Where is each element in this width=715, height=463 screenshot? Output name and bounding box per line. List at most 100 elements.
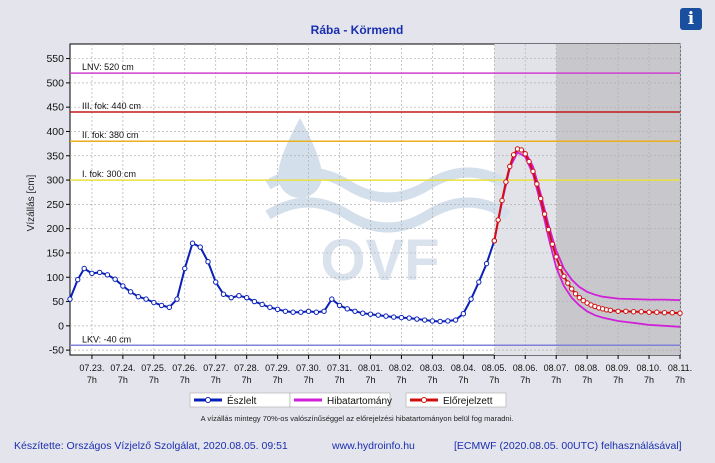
chart-annotation: A vízállás mintegy 70%-os valószínűségge… [201,414,514,423]
observed-point [174,296,180,302]
y-tick-label: 400 [46,126,64,138]
legend: Észlelt Hibatartomány Előrejelzett [189,392,507,408]
forecast-point [526,158,532,165]
y-tick-label: 250 [46,199,64,211]
forecast-point [522,151,528,157]
observed-point [267,304,273,311]
info-icon: i [687,9,695,29]
x-tick-hour-label: 7h [365,375,375,385]
x-tick-hour-label: 7h [304,375,314,385]
threshold-label: III. fok: 440 cm [82,101,141,111]
y-tick-label: -50 [49,345,64,357]
observed-point [305,308,312,314]
x-tick-hour-label: 7h [613,375,623,385]
y-tick-label: 150 [46,247,64,259]
observed-point [143,296,149,302]
observed-point [421,317,428,323]
forecast-point [576,294,583,301]
info-button[interactable]: i [680,8,702,30]
legend-label: Előrejelzett [443,396,493,407]
observed-point [166,304,173,311]
x-tick-label: 08.10. [637,363,662,373]
watermark-wave [265,197,511,233]
forecast-zone [494,44,557,355]
x-tick-hour-label: 7h [489,375,499,385]
x-tick-hour-label: 7h [551,375,561,385]
x-tick-label: 07.23. [79,363,104,373]
x-tick-label: 08.03. [420,363,445,373]
forecast-point [623,308,629,314]
forecast-point [557,264,563,271]
observed-point [81,265,87,272]
forecast-point [568,286,575,292]
plot-area: OVF550500450400350300250200150100500-500… [46,43,692,385]
x-tick-label: 07.28. [234,363,259,373]
observed-point [321,308,327,314]
forecast-point [553,254,559,260]
x-tick-label: 08.01. [358,363,383,373]
y-tick-label: 450 [46,102,64,114]
observed-point [228,294,234,301]
threshold-label: I. fok: 300 cm [82,169,136,179]
forecast-point [495,217,501,223]
forecast-point [534,181,540,187]
legend-label: Hibatartomány [327,396,392,407]
y-tick-label: 50 [52,296,64,308]
observed-point [406,315,412,321]
observed-point [460,310,467,317]
observed-point [476,279,482,285]
forecast-point [507,163,513,170]
observed-point [398,314,405,321]
forecast-point [580,297,586,304]
y-tick-label: 500 [46,77,64,89]
observed-point [313,309,320,315]
observed-point [360,310,366,316]
forecast-point [615,308,621,314]
observed-point [352,308,358,314]
observed-point [367,311,374,317]
legend-marker [205,397,211,403]
observed-point [329,296,335,302]
observed-point [205,259,211,265]
threshold-label: II. fok: 380 cm [82,130,139,140]
x-tick-hour-label: 7h [242,375,252,385]
forecast-point [510,152,517,158]
forecast-point [661,310,668,316]
x-tick-label: 07.26. [172,363,197,373]
observed-point [298,309,304,315]
error-band-lower [493,151,681,328]
observed-point [135,293,142,300]
x-tick-hour-label: 7h [149,375,159,385]
observed-point [89,270,95,277]
y-tick-label: 0 [58,320,64,332]
forecast-point [646,309,652,315]
observed-point [236,293,242,299]
x-tick-hour-label: 7h [211,375,221,385]
observed-point [282,308,289,314]
x-tick-hour-label: 7h [427,375,437,385]
observed-point [375,312,381,318]
observed-point [452,317,459,323]
forecast-point [638,309,645,315]
forecast-point [677,310,683,316]
observed-point [429,318,436,324]
observed-point [67,296,73,302]
legend-item-box [289,392,391,408]
observed-point [414,316,420,322]
legend-item-box [405,392,507,408]
forecast-point [503,179,509,185]
forecast-point [561,273,567,279]
forecast-point [549,241,556,247]
footer-website-link[interactable]: www.hydroinfo.hu [332,440,415,452]
x-tick-label: 07.25. [141,363,166,373]
observed-point [189,240,196,246]
x-tick-hour-label: 7h [396,375,406,385]
x-tick-label: 08.02. [389,363,414,373]
observed-point [483,260,490,267]
x-tick-hour-label: 7h [675,375,685,385]
y-tick-label: 100 [46,272,64,284]
forecast-point [538,195,544,202]
observed-point [104,272,111,278]
y-axis-label: Vízállás [cm] [26,174,37,231]
observed-point [437,318,443,325]
